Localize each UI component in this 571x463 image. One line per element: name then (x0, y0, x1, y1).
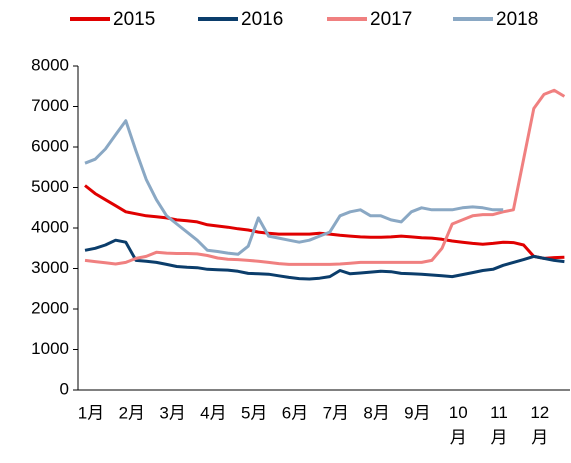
y-tick-label: 3000 (31, 258, 69, 277)
y-tick-label: 8000 (31, 55, 69, 74)
x-tick-label-part: 11 (490, 403, 508, 422)
x-tick-label: 3月 (159, 403, 185, 422)
y-tick-label: 2000 (31, 298, 69, 317)
x-tick-label-part: 月 (491, 428, 508, 447)
x-tick-label: 12 月 (530, 403, 549, 447)
x-tick-label: 4月 (200, 403, 226, 422)
x-tick-label-part: 12 (530, 403, 549, 422)
x-tick-label-part: 10 (449, 403, 468, 422)
y-tick-label: 0 (60, 379, 69, 398)
y-tick-label: 1000 (31, 339, 69, 358)
y-tick-label: 4000 (31, 217, 69, 236)
series-line (84, 119, 504, 256)
x-tick-label-part: 月 (450, 428, 467, 447)
x-tick-label: 1月 (78, 403, 104, 422)
x-tick-label: 2月 (119, 403, 145, 422)
x-tick-label: 8月 (363, 403, 389, 422)
series-line (84, 184, 565, 260)
x-tick-label: 10 月 (449, 403, 468, 447)
x-tick-label-part: 月 (531, 428, 548, 447)
x-tick-label: 9月 (404, 403, 430, 422)
series-line (84, 238, 565, 281)
legend-label: 2016 (241, 9, 283, 30)
x-tick-label: 11 月 (490, 403, 508, 447)
y-tick-label: 7000 (31, 96, 69, 115)
legend-label: 2015 (113, 9, 155, 30)
x-tick-label: 6月 (282, 403, 308, 422)
series-line (84, 88, 566, 266)
x-tick-label: 7月 (323, 403, 349, 422)
legend-label: 2017 (370, 9, 412, 30)
y-tick-label: 5000 (31, 177, 69, 196)
y-tick-label: 6000 (31, 136, 69, 155)
x-tick-label: 5月 (241, 403, 267, 422)
legend-label: 2018 (496, 9, 538, 30)
